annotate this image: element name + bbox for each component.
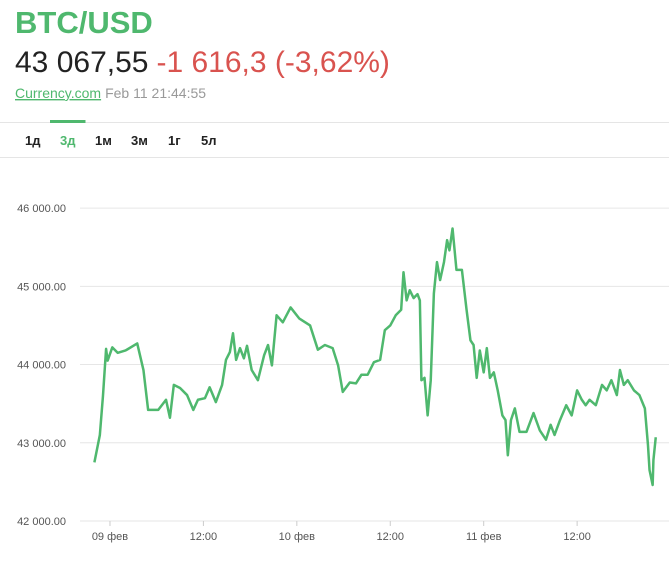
price: 43 067,55 (15, 46, 148, 79)
price-change: -1 616,3 (-3,62%) (156, 46, 389, 79)
x-tick-label: 12:00 (563, 531, 591, 543)
x-tick-label: 09 фев (92, 531, 128, 543)
range-tab[interactable]: 1м (95, 133, 112, 148)
x-tick-label: 12:00 (377, 531, 405, 543)
y-tick-label: 45 000.00 (17, 281, 66, 293)
y-tick-label: 44 000.00 (17, 360, 66, 372)
x-tick-label: 12:00 (190, 531, 218, 543)
x-tick-label: 10 фев (279, 531, 315, 543)
y-tick-label: 43 000.00 (17, 438, 66, 450)
range-tab[interactable]: 1г (168, 133, 181, 148)
y-tick-label: 46 000.00 (17, 203, 66, 215)
source-link[interactable]: Currency.com (15, 85, 101, 101)
range-tab[interactable]: 1д (25, 133, 41, 148)
timestamp: Feb 11 21:44:55 (105, 85, 206, 101)
price-line (93, 227, 658, 487)
range-tab[interactable]: 5л (201, 133, 217, 148)
x-tick-label: 11 фев (466, 531, 502, 543)
y-tick-label: 42 000.00 (17, 516, 66, 528)
price-line: 43 067,55 -1 616,3 (-3,62%) (15, 46, 390, 79)
range-tab[interactable]: 3д (60, 133, 76, 148)
range-tab[interactable]: 3м (131, 133, 148, 148)
symbol-title: BTC/USD (15, 5, 153, 40)
active-tab-indicator (50, 120, 86, 123)
source-line: Currency.com Feb 11 21:44:55 (15, 85, 206, 101)
